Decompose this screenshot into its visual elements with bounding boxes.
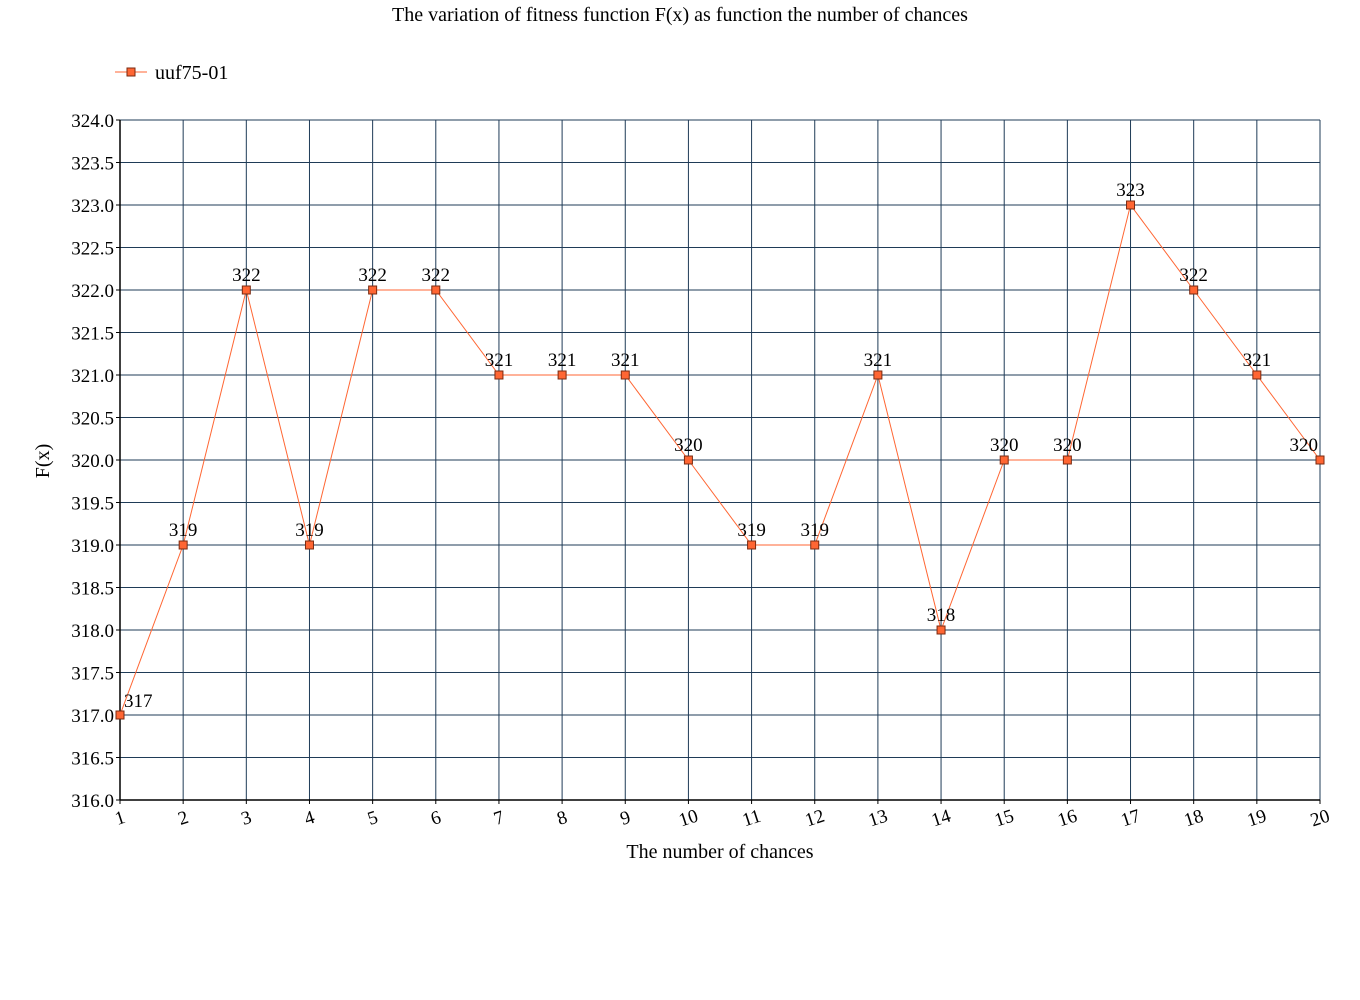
y-tick-label: 316.5 bbox=[71, 749, 114, 770]
grid bbox=[120, 119, 1321, 800]
data-point bbox=[810, 540, 820, 550]
data-label: 320 bbox=[990, 435, 1019, 456]
data-point bbox=[1252, 370, 1262, 380]
y-tick-label: 319.5 bbox=[71, 494, 114, 515]
data-label: 321 bbox=[485, 350, 514, 371]
data-point bbox=[241, 285, 251, 295]
data-label: 322 bbox=[232, 265, 261, 286]
data-point bbox=[683, 455, 693, 465]
y-tick-label: 320.0 bbox=[71, 451, 114, 472]
data-label: 319 bbox=[800, 520, 829, 541]
y-tick-label: 322.0 bbox=[71, 281, 114, 302]
data-label: 321 bbox=[1243, 350, 1272, 371]
y-tick-label: 323.5 bbox=[71, 154, 114, 175]
data-point bbox=[494, 370, 504, 380]
y-tick-label: 317.5 bbox=[71, 664, 114, 685]
y-tick-label: 318.5 bbox=[71, 579, 114, 600]
data-point bbox=[747, 540, 757, 550]
data-label: 320 bbox=[674, 435, 703, 456]
x-tick-label: 10 bbox=[676, 806, 701, 832]
x-tick-label: 14 bbox=[929, 805, 954, 831]
data-point bbox=[178, 540, 188, 550]
data-label: 319 bbox=[169, 520, 198, 541]
data-point bbox=[431, 285, 441, 295]
data-label: 321 bbox=[548, 350, 577, 371]
y-tick-label: 317.0 bbox=[71, 706, 114, 727]
data-label: 319 bbox=[737, 520, 766, 541]
x-tick-label: 16 bbox=[1055, 806, 1080, 832]
y-tick-label: 324.0 bbox=[71, 111, 114, 132]
data-label: 322 bbox=[422, 265, 451, 286]
chart-title: The variation of fitness function F(x) a… bbox=[392, 4, 968, 26]
data-label: 323 bbox=[1116, 180, 1145, 201]
y-tick-label: 318.0 bbox=[71, 621, 114, 642]
data-label: 322 bbox=[1179, 265, 1208, 286]
legend-label: uuf75-01 bbox=[155, 62, 228, 84]
y-tick-label: 323.0 bbox=[71, 196, 114, 217]
x-tick-label: 4 bbox=[302, 807, 318, 830]
data-label: 317 bbox=[124, 691, 153, 712]
data-point bbox=[1315, 455, 1325, 465]
x-tick-label: 17 bbox=[1118, 806, 1143, 832]
axes bbox=[116, 119, 1321, 804]
data-point bbox=[368, 285, 378, 295]
y-tick-label: 322.5 bbox=[71, 239, 114, 260]
y-tick-label: 320.5 bbox=[71, 409, 114, 430]
y-tick-label: 321.0 bbox=[71, 366, 114, 387]
data-point bbox=[1189, 285, 1199, 295]
data-point bbox=[1126, 200, 1136, 210]
x-tick-label: 7 bbox=[491, 807, 507, 830]
data-point bbox=[873, 370, 883, 380]
data-label: 320 bbox=[1290, 435, 1319, 456]
legend-marker-swatch bbox=[126, 67, 136, 77]
x-tick-label: 3 bbox=[239, 807, 255, 830]
data-point bbox=[304, 540, 314, 550]
legend: uuf75-01 bbox=[115, 62, 228, 84]
y-tick-labels: 316.0 316.5 317.0 317.5 318.0 318.5 319.0 319.5… bbox=[71, 111, 114, 812]
x-tick-label: 13 bbox=[866, 806, 891, 832]
x-tick-label: 8 bbox=[554, 807, 570, 830]
x-tick-label: 1 bbox=[112, 807, 128, 830]
x-tick-label: 19 bbox=[1245, 806, 1270, 832]
y-tick-label: 319.0 bbox=[71, 536, 114, 557]
x-tick-label: 20 bbox=[1308, 806, 1333, 832]
x-axis-title: The number of chances bbox=[626, 841, 813, 863]
y-axis-title: F(x) bbox=[32, 444, 54, 478]
data-point bbox=[620, 370, 630, 380]
data-label: 321 bbox=[864, 350, 893, 371]
y-tick-label: 316.0 bbox=[71, 791, 114, 812]
x-tick-label: 11 bbox=[740, 806, 764, 832]
data-labels: 317 319 322 319 322 322 321 321 321 320 319 319 321 3… bbox=[124, 180, 1318, 712]
data-point bbox=[999, 455, 1009, 465]
data-label: 320 bbox=[1053, 435, 1082, 456]
x-tick-label: 2 bbox=[176, 807, 192, 830]
data-point bbox=[115, 710, 125, 720]
y-tick-label: 321.5 bbox=[71, 324, 114, 345]
series-uuf75-01 bbox=[115, 200, 1325, 720]
series-line bbox=[119, 203, 1321, 716]
x-tick-label: 18 bbox=[1182, 806, 1207, 832]
x-tick-label: 15 bbox=[992, 806, 1017, 832]
x-tick-labels: 1 2 3 4 5 6 7 8 9 10 11 12 13 14 15 16 17 18 19 20 bbox=[112, 805, 1332, 831]
data-label: 318 bbox=[927, 605, 956, 626]
data-label: 319 bbox=[295, 520, 324, 541]
x-tick-label: 9 bbox=[618, 807, 634, 830]
x-tick-label: 5 bbox=[365, 807, 381, 830]
data-point bbox=[557, 370, 567, 380]
data-point bbox=[1062, 455, 1072, 465]
x-tick-label: 12 bbox=[803, 806, 828, 832]
data-label: 322 bbox=[358, 265, 387, 286]
data-point bbox=[936, 625, 946, 635]
data-label: 321 bbox=[611, 350, 640, 371]
x-tick-label: 6 bbox=[428, 807, 444, 830]
